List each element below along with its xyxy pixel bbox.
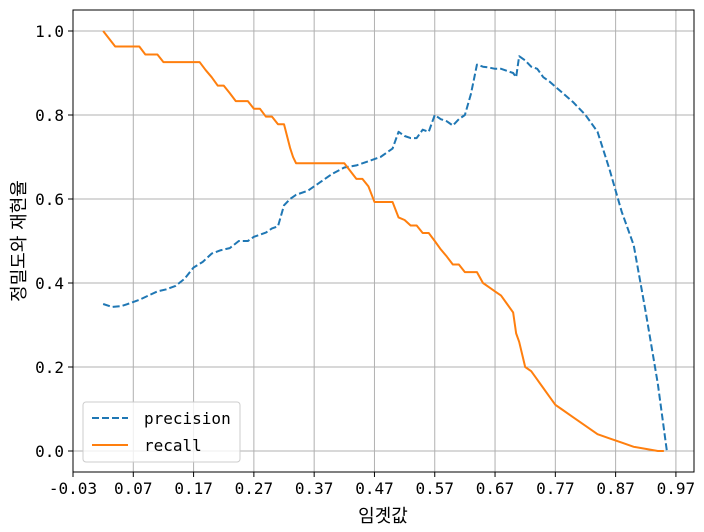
series-line-precision: [102, 55, 668, 452]
series-line-recall: [102, 30, 664, 452]
x-tick-label: 0.47: [355, 479, 394, 498]
x-tick-label: 0.87: [596, 479, 635, 498]
grid: [72, 10, 694, 472]
y-tick-label: 0.8: [35, 106, 64, 125]
legend-label-precision: precision: [144, 409, 231, 428]
series-layer: [102, 30, 668, 452]
y-tick-label: 1.0: [35, 22, 64, 41]
legend-label-recall: recall: [144, 436, 202, 455]
y-tick-label: 0.6: [35, 190, 64, 209]
x-tick-label: 0.27: [235, 479, 274, 498]
x-axis-ticks: -0.03 0.07 0.17 0.27 0.37 0.47 0.57 0.67 0.77 0.8…: [49, 472, 695, 498]
y-tick-label: 0.2: [35, 358, 64, 377]
y-axis-label: 정밀도와 재현율: [9, 180, 30, 302]
x-tick-label: 0.07: [114, 479, 153, 498]
x-axis-label: 임곗값: [358, 506, 408, 527]
x-tick-label: 0.57: [415, 479, 454, 498]
y-axis-ticks: 0.0 0.2 0.4 0.6 0.8 1.0: [35, 22, 73, 461]
y-tick-label: 0.0: [35, 442, 64, 461]
x-tick-label: 0.67: [476, 479, 515, 498]
x-tick-label: 0.17: [174, 479, 213, 498]
y-tick-label: 0.4: [35, 274, 64, 293]
legend: precision recall: [82, 401, 241, 463]
x-tick-label: -0.03: [49, 479, 97, 498]
x-tick-label: 0.37: [295, 479, 334, 498]
x-tick-label: 0.77: [536, 479, 575, 498]
x-tick-label: 0.97: [657, 479, 696, 498]
plot-frame: [72, 9, 695, 473]
